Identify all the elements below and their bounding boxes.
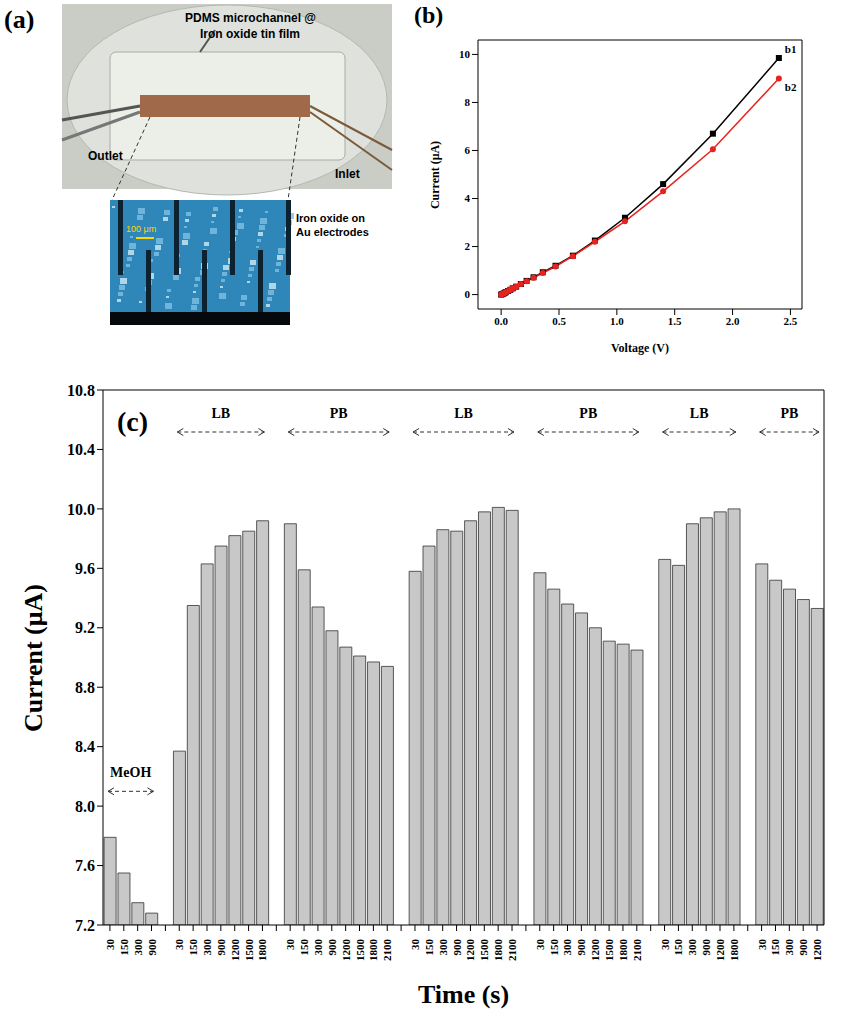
svg-text:10.8: 10.8: [67, 382, 95, 399]
svg-text:8.4: 8.4: [75, 738, 95, 755]
svg-text:0.0: 0.0: [494, 315, 508, 327]
svg-text:30: 30: [284, 939, 296, 951]
svg-text:LB: LB: [454, 406, 473, 421]
svg-text:30: 30: [409, 939, 421, 951]
html-text:(c): (c): [117, 406, 149, 437]
svg-text:150: 150: [769, 939, 781, 956]
svg-text:30: 30: [756, 939, 768, 951]
svg-text:1800: 1800: [367, 939, 379, 962]
svg-text:Iron oxide on: Iron oxide on: [296, 212, 365, 224]
svg-text:900: 900: [146, 939, 158, 956]
svg-text:1800: 1800: [728, 939, 740, 962]
svg-text:900: 900: [451, 939, 463, 956]
html-text:Current (μA): Current (μA): [427, 140, 442, 209]
svg-text:1200: 1200: [229, 939, 241, 962]
svg-text:150: 150: [187, 939, 199, 956]
svg-text:900: 900: [700, 939, 712, 956]
svg-text:1200: 1200: [811, 939, 823, 962]
svg-text:(a): (a): [4, 5, 34, 34]
svg-text:10.0: 10.0: [67, 501, 95, 518]
svg-text:150: 150: [118, 939, 130, 956]
svg-text:1500: 1500: [243, 939, 255, 962]
svg-text:1800: 1800: [492, 939, 504, 962]
svg-text:1500: 1500: [354, 939, 366, 962]
svg-text:150: 150: [672, 939, 684, 956]
svg-text:900: 900: [326, 939, 338, 956]
svg-text:30: 30: [104, 939, 116, 951]
svg-text:9.6: 9.6: [75, 560, 95, 577]
svg-text:1200: 1200: [340, 939, 352, 962]
svg-text:10.4: 10.4: [67, 441, 95, 458]
svg-text:MeOH: MeOH: [110, 765, 151, 780]
svg-text:LB: LB: [690, 406, 709, 421]
svg-text:1800: 1800: [256, 939, 268, 962]
svg-text:300: 300: [437, 939, 449, 956]
svg-text:1500: 1500: [478, 939, 490, 962]
svg-text:300: 300: [686, 939, 698, 956]
svg-text:Inlet: Inlet: [335, 167, 360, 181]
svg-text:300: 300: [201, 939, 213, 956]
svg-text:LB: LB: [212, 406, 231, 421]
svg-text:30: 30: [534, 939, 546, 951]
svg-text:PDMS microchannel @: PDMS microchannel @: [185, 11, 316, 25]
svg-text:900: 900: [215, 939, 227, 956]
svg-text:4: 4: [465, 192, 471, 204]
svg-text:100 μm: 100 μm: [126, 224, 156, 234]
svg-text:8: 8: [465, 96, 471, 108]
html-text:(b): (b): [414, 2, 444, 28]
svg-text:150: 150: [423, 939, 435, 956]
svg-text:Outlet: Outlet: [88, 149, 123, 163]
svg-text:1.0: 1.0: [610, 315, 624, 327]
svg-text:150: 150: [548, 939, 560, 956]
svg-text:6: 6: [465, 144, 471, 156]
svg-text:Iron oxide tin film: Iron oxide tin film: [200, 27, 300, 41]
svg-text:8.8: 8.8: [75, 679, 95, 696]
svg-text:2100: 2100: [631, 939, 643, 962]
svg-text:7.6: 7.6: [75, 857, 95, 874]
svg-text:1200: 1200: [464, 939, 476, 962]
svg-text:8.0: 8.0: [75, 798, 95, 815]
svg-text:30: 30: [173, 939, 185, 951]
svg-text:900: 900: [797, 939, 809, 956]
svg-text:0.5: 0.5: [552, 315, 566, 327]
svg-text:300: 300: [312, 939, 324, 956]
svg-text:9.2: 9.2: [75, 619, 95, 636]
svg-text:30: 30: [659, 939, 671, 951]
svg-text:Time (s): Time (s): [418, 980, 509, 1009]
svg-text:900: 900: [575, 939, 587, 956]
svg-text:b2: b2: [785, 81, 797, 93]
svg-text:1800: 1800: [617, 939, 629, 962]
svg-text:10: 10: [459, 48, 471, 60]
svg-text:Voltage (V): Voltage (V): [611, 341, 669, 355]
svg-text:300: 300: [132, 939, 144, 956]
svg-text:2100: 2100: [506, 939, 518, 962]
svg-text:PB: PB: [579, 406, 597, 421]
svg-text:PB: PB: [330, 406, 348, 421]
svg-text:2: 2: [465, 240, 471, 252]
svg-text:2.0: 2.0: [726, 315, 740, 327]
svg-text:300: 300: [561, 939, 573, 956]
svg-text:2100: 2100: [381, 939, 393, 962]
svg-text:1200: 1200: [714, 939, 726, 962]
svg-text:1500: 1500: [603, 939, 615, 962]
svg-text:0: 0: [465, 288, 471, 300]
svg-text:2.5: 2.5: [784, 315, 798, 327]
svg-text:1.5: 1.5: [668, 315, 682, 327]
html-text:Current (μA): Current (μA): [19, 583, 48, 732]
svg-text:1200: 1200: [589, 939, 601, 962]
svg-text:PB: PB: [780, 406, 798, 421]
svg-text:150: 150: [298, 939, 310, 956]
svg-text:b1: b1: [785, 43, 797, 55]
svg-text:300: 300: [783, 939, 795, 956]
svg-text:7.2: 7.2: [75, 917, 95, 934]
svg-text:Au electrodes: Au electrodes: [296, 226, 369, 238]
